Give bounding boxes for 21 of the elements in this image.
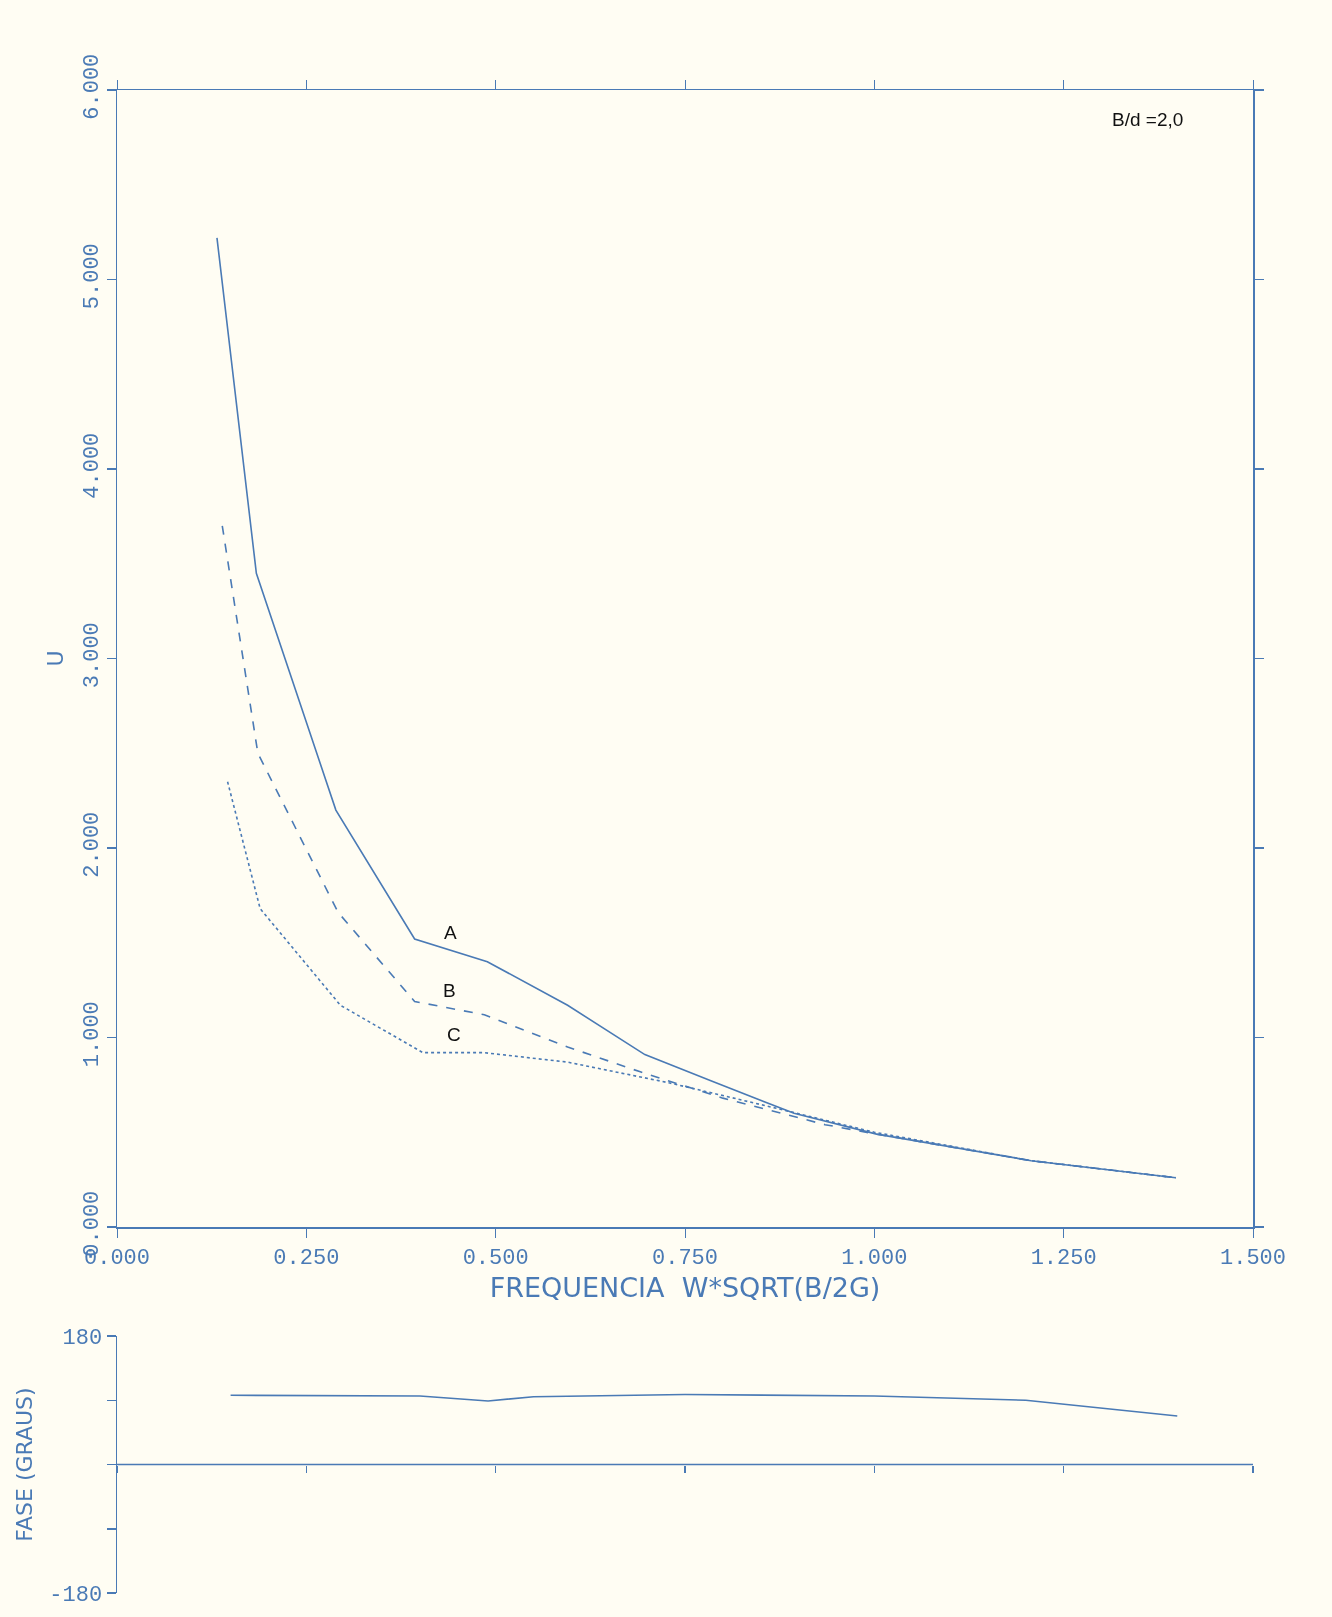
y-axis-title: U <box>42 650 68 667</box>
series-label: C <box>447 1024 461 1045</box>
x-axis-title: FREQUENCIA W*SQRT(B/2G) <box>489 1272 881 1304</box>
y-tick-label: 5.000 <box>79 243 105 310</box>
y-tick-label: 1.000 <box>79 1001 105 1068</box>
x-tick-label: 0.250 <box>273 1245 340 1271</box>
y-axis-title: FASE (GRAUS) <box>12 1387 38 1542</box>
x-tick-label: 1.000 <box>841 1245 908 1271</box>
x-tick-label: 1.250 <box>1030 1245 1097 1271</box>
annotation: B/d =2,0 <box>1112 109 1184 130</box>
y-tick-label: 3.000 <box>79 622 105 689</box>
y-tick-label: 6.000 <box>79 53 105 120</box>
y-tick-label: 2.000 <box>79 811 105 878</box>
x-tick-label: 0.500 <box>462 1245 529 1271</box>
y-tick-label: 4.000 <box>79 432 105 499</box>
series-label: A <box>444 922 457 943</box>
y-tick-label: -180 <box>49 1582 103 1608</box>
x-tick-label: 1.500 <box>1219 1245 1287 1271</box>
y-tick-label: 180 <box>62 1325 103 1351</box>
x-tick-label: 0.750 <box>651 1245 719 1271</box>
series-label: B <box>443 980 456 1001</box>
